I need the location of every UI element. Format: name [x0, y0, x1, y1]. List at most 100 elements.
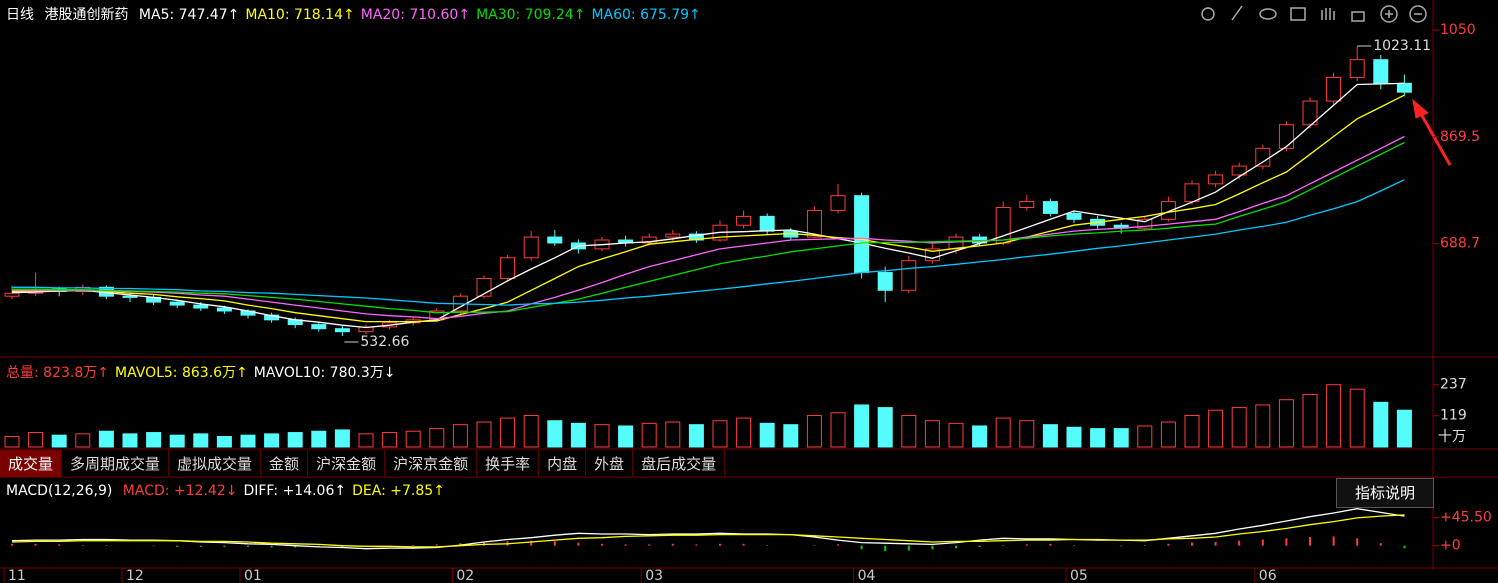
indicator-tab[interactable]: 虚拟成交量: [169, 450, 262, 477]
indicator-line: [12, 141, 1405, 314]
y-tick-label: 869.5: [1440, 129, 1480, 145]
volume-bar: [1373, 401, 1389, 448]
x-tick-label: 03: [645, 568, 663, 583]
volume-bar: [877, 407, 893, 448]
volume-bar: [264, 433, 280, 448]
volume-bar: [618, 425, 634, 448]
candle-body: [830, 195, 846, 211]
volume-bar: [405, 430, 421, 448]
candle-body: [547, 236, 563, 244]
annotation-arrow: [1412, 98, 1452, 166]
volume-bar: [216, 435, 232, 448]
candle-body: [665, 233, 681, 238]
indicator-tab[interactable]: 内盘: [539, 450, 587, 477]
candle-body: [1396, 82, 1412, 93]
volume-bar: [98, 430, 114, 448]
volume-bar: [500, 417, 516, 448]
indicator-tab[interactable]: 盘后成交量: [633, 450, 726, 477]
indicator-line: [11, 508, 1405, 550]
volume-bar: [948, 422, 964, 448]
y-tick-label: 688.7: [1440, 236, 1480, 252]
indicator-tab[interactable]: 沪深金额: [308, 450, 386, 477]
legend-entry: 总量: 823.8万↑: [6, 365, 109, 381]
indicator-tab[interactable]: 沪深京金额: [385, 450, 478, 477]
volume-bar: [570, 422, 586, 448]
candle-body: [1231, 165, 1247, 176]
volume-bar: [547, 420, 563, 448]
volume-bar: [240, 434, 256, 448]
high-label: 1023.11: [1373, 38, 1431, 54]
volume-bar: [924, 420, 940, 448]
candle-body: [216, 307, 232, 312]
indicator-line: [11, 514, 1405, 548]
volume-bar: [1302, 393, 1318, 448]
candle-body: [641, 236, 657, 244]
candle-body: [901, 260, 917, 291]
volume-bar: [452, 424, 468, 448]
legend-entry: MA30: 709.24↑: [476, 7, 586, 23]
indicator-tabs: 成交量 多周期成交量 虚拟成交量 金额 沪深金额 沪深京金额 换手率 内盘 外盘 盘后成交量: [0, 450, 726, 477]
candle-body: [334, 328, 350, 333]
y-tick-label: +0: [1440, 538, 1461, 554]
volume-bar: [1255, 404, 1271, 448]
volume-bar: [75, 433, 91, 448]
candle-body: [1373, 59, 1389, 84]
legend-entry: MAVOL5: 863.6万↑: [114, 365, 248, 381]
volume-bar: [1042, 424, 1058, 448]
candle-body: [948, 236, 964, 250]
candle-body: [1042, 201, 1058, 214]
volume-bar: [523, 414, 539, 448]
volume-bar: [146, 432, 162, 448]
volume-bar: [641, 422, 657, 448]
candle-body: [4, 292, 20, 297]
legend-entry: DIFF: +14.06↑: [243, 483, 347, 499]
candle-body: [736, 215, 752, 226]
candle-body: [311, 324, 327, 330]
legend-entry: MA10: 718.14↑: [245, 7, 355, 23]
volume-bar: [1278, 399, 1294, 448]
volume-bar: [193, 433, 209, 448]
toolbar-icons[interactable]: [1201, 5, 1427, 23]
volume-bar: [1231, 407, 1247, 448]
indicator-tab[interactable]: 换手率: [477, 450, 540, 477]
volume-bar: [759, 422, 775, 448]
candle-body: [1302, 100, 1318, 126]
volume-bar: [995, 417, 1011, 448]
volume-bar: [736, 417, 752, 448]
volume-bar: [688, 424, 704, 448]
macd-title: MACD(12,26,9): [6, 483, 113, 499]
indicator-tab[interactable]: 多周期成交量: [62, 450, 170, 477]
volume-bar: [51, 434, 67, 448]
candle-body: [500, 257, 516, 279]
volume-bar: [972, 425, 988, 448]
x-tick-label: 04: [858, 568, 876, 583]
candle-body: [1255, 147, 1271, 167]
indicator-line: [12, 179, 1405, 306]
candle-body: [1184, 183, 1200, 203]
volume-bar: [1349, 388, 1365, 448]
y-tick-label: +45.50: [1440, 510, 1492, 526]
volume-bar: [122, 433, 138, 448]
volume-bar: [901, 414, 917, 448]
indicator-tab[interactable]: 成交量: [0, 450, 63, 477]
candle-body: [1326, 76, 1342, 102]
volume-bar: [169, 434, 185, 448]
volume-bar: [311, 430, 327, 448]
legend-entry: MA20: 710.60↑: [360, 7, 471, 23]
volume-header: 总量: 823.8万↑ MAVOL5: 863.6万↑ MAVOL10: 780.3…: [6, 362, 401, 382]
candle-body: [1066, 212, 1082, 220]
candle-body: [1278, 124, 1294, 149]
volume-bar: [1137, 425, 1153, 448]
help-button[interactable]: 指标说明: [1336, 478, 1434, 508]
candle-body: [193, 304, 209, 309]
x-tick-label: 06: [1259, 568, 1277, 583]
candle-body: [1208, 174, 1224, 185]
volume-bar: [1160, 421, 1176, 448]
unit-label: 十万: [1438, 429, 1466, 445]
indicator-tab[interactable]: 金额: [261, 450, 309, 477]
candle-body: [854, 195, 870, 274]
volume-bar: [358, 433, 374, 448]
indicator-tab[interactable]: 外盘: [586, 450, 634, 477]
volume-bar: [1208, 409, 1224, 448]
